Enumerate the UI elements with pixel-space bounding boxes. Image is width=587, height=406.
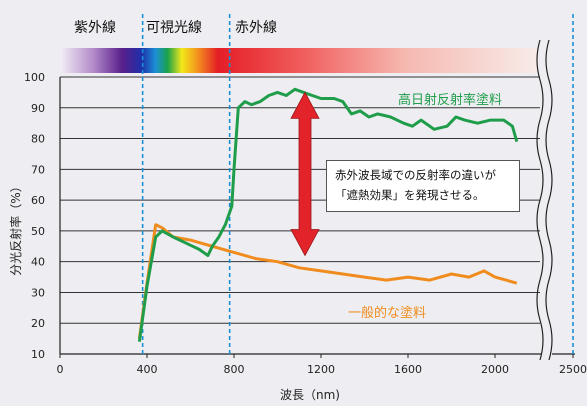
break-line-1 [545, 39, 553, 361]
x-tick-400: 400 [137, 363, 158, 376]
series-line-1 [137, 223, 518, 339]
annotation-line-1: 赤外波長域での反射率の違いが [335, 168, 496, 182]
y-tick-30: 30 [31, 286, 45, 299]
axes [59, 77, 575, 355]
x-tick-2000: 2000 [481, 363, 509, 376]
y-tick-20: 20 [31, 317, 45, 330]
x-tick-0: 0 [57, 363, 64, 376]
band-label-infrared: 赤外線 [235, 20, 277, 36]
x-tick-1200: 1200 [307, 363, 335, 376]
y-tick-60: 60 [31, 194, 45, 207]
band-label-uv: 紫外線 [74, 20, 116, 36]
x-tick-1600: 1600 [394, 363, 422, 376]
x-tick-2500: 2500 [559, 363, 587, 376]
y-tick-10: 10 [31, 348, 45, 361]
series-lines [137, 87, 519, 342]
series-line-0 [137, 87, 519, 342]
axis-break [536, 39, 553, 361]
y-tick-labels: 10 20 30 40 50 60 70 80 90 100 [24, 71, 45, 361]
x-axis-label: 波長（nm) [280, 388, 340, 402]
y-axis-label: 分光反射率（%） [8, 180, 23, 275]
double-arrow [290, 91, 320, 257]
annotation-box: 赤外波長域での反射率の違いが 「遮熱効果」を発現させる。 [326, 160, 520, 212]
y-tick-90: 90 [31, 102, 45, 115]
y-tick-50: 50 [31, 225, 45, 238]
break-line-0 [536, 39, 544, 361]
x-tick-labels: 0 400 800 1200 1600 2000 2500 [57, 354, 587, 376]
y-tick-80: 80 [31, 133, 45, 146]
band-boundaries [141, 14, 574, 354]
y-tick-100: 100 [24, 71, 45, 84]
series-label-high-reflect: 高日射反射率塗料 [398, 92, 502, 108]
annotation-line-2: 「遮熱効果」を発現させる。 [335, 188, 485, 202]
series-label-general: 一般的な塗料 [348, 305, 426, 321]
y-tick-40: 40 [31, 256, 45, 269]
x-tick-800: 800 [224, 363, 245, 376]
spectrum-bar [60, 48, 538, 73]
y-tick-70: 70 [31, 163, 45, 176]
red-double-arrow [290, 91, 320, 257]
band-label-visible: 可視光線 [146, 20, 202, 36]
